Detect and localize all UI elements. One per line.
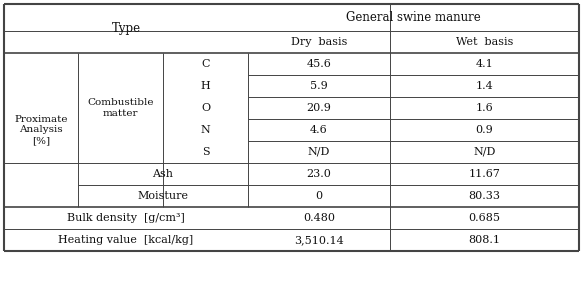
Text: 80.33: 80.33 — [469, 191, 500, 201]
Text: 0: 0 — [315, 191, 322, 201]
Text: Dry  basis: Dry basis — [291, 37, 347, 47]
Text: 11.67: 11.67 — [469, 169, 500, 179]
Text: N: N — [201, 125, 210, 135]
Text: 1.4: 1.4 — [476, 81, 493, 91]
Text: 808.1: 808.1 — [469, 235, 500, 245]
Text: Ash: Ash — [153, 169, 174, 179]
Text: 0.685: 0.685 — [469, 213, 500, 223]
Text: 1.6: 1.6 — [476, 103, 493, 113]
Text: 23.0: 23.0 — [307, 169, 332, 179]
Text: N/D: N/D — [308, 147, 330, 157]
Text: H: H — [201, 81, 210, 91]
Text: 20.9: 20.9 — [307, 103, 332, 113]
Text: O: O — [201, 103, 210, 113]
Text: 4.6: 4.6 — [310, 125, 328, 135]
Text: 4.1: 4.1 — [476, 59, 493, 69]
Text: Heating value  [kcal/kg]: Heating value [kcal/kg] — [58, 235, 194, 245]
Text: Combustible
matter: Combustible matter — [87, 98, 154, 118]
Text: 0.480: 0.480 — [303, 213, 335, 223]
Text: C: C — [201, 59, 210, 69]
Text: 5.9: 5.9 — [310, 81, 328, 91]
Text: Type: Type — [111, 22, 141, 35]
Text: General swine manure: General swine manure — [346, 11, 481, 24]
Text: Moisture: Moisture — [138, 191, 188, 201]
Text: 0.9: 0.9 — [476, 125, 493, 135]
Text: Bulk density  [g/cm³]: Bulk density [g/cm³] — [67, 213, 185, 223]
Text: S: S — [202, 147, 209, 157]
Text: 3,510.14: 3,510.14 — [294, 235, 344, 245]
Text: N/D: N/D — [473, 147, 496, 157]
Text: Proximate
Analysis
[%]: Proximate Analysis [%] — [14, 115, 68, 145]
Text: Wet  basis: Wet basis — [456, 37, 513, 47]
Text: 45.6: 45.6 — [307, 59, 332, 69]
